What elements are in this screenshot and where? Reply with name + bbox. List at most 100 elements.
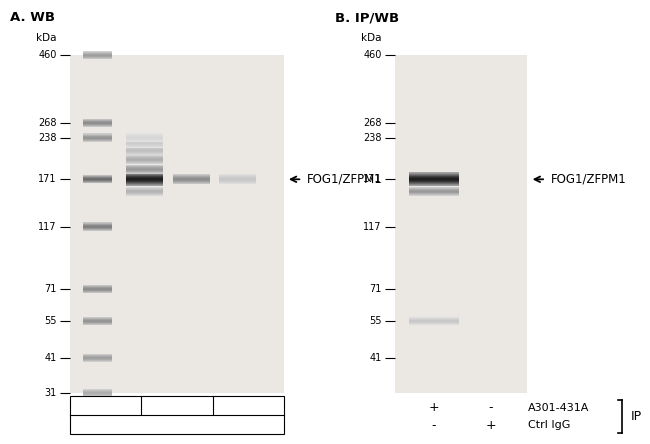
Bar: [173, 180, 211, 181]
Bar: [409, 178, 459, 179]
Bar: [83, 324, 112, 325]
Bar: [126, 156, 163, 157]
Bar: [126, 183, 163, 184]
Bar: [126, 140, 163, 141]
Text: A. WB: A. WB: [10, 11, 55, 24]
Bar: [126, 134, 163, 135]
Bar: [126, 188, 163, 189]
Bar: [83, 52, 112, 53]
Bar: [83, 360, 112, 361]
Bar: [173, 183, 211, 184]
Bar: [126, 156, 163, 157]
Bar: [83, 140, 112, 141]
Bar: [83, 317, 112, 318]
Bar: [83, 321, 112, 322]
Bar: [409, 323, 459, 324]
Bar: [83, 357, 112, 358]
Bar: [70, 396, 285, 434]
Bar: [126, 147, 163, 148]
Bar: [126, 173, 163, 174]
Bar: [409, 321, 459, 322]
Bar: [126, 184, 163, 185]
Bar: [409, 324, 459, 325]
Bar: [218, 176, 256, 177]
Bar: [83, 390, 112, 391]
Bar: [83, 394, 112, 395]
Bar: [83, 53, 112, 54]
Bar: [126, 148, 163, 149]
Text: 31: 31: [45, 388, 57, 398]
Bar: [409, 184, 459, 185]
Bar: [83, 138, 112, 139]
Bar: [126, 175, 163, 176]
Bar: [126, 155, 163, 156]
Bar: [83, 136, 112, 137]
Bar: [409, 172, 459, 173]
Bar: [409, 175, 459, 176]
Bar: [83, 138, 112, 139]
Text: FOG1/ZFPM1: FOG1/ZFPM1: [307, 173, 383, 186]
Bar: [83, 178, 112, 179]
Bar: [126, 182, 163, 183]
Bar: [83, 324, 112, 325]
Bar: [126, 191, 163, 192]
Bar: [83, 358, 112, 359]
Bar: [126, 172, 163, 173]
Bar: [83, 52, 112, 53]
Bar: [83, 227, 112, 228]
Bar: [83, 180, 112, 181]
Text: +: +: [428, 401, 439, 414]
Bar: [409, 185, 459, 186]
Bar: [409, 184, 459, 185]
Bar: [83, 322, 112, 323]
Bar: [83, 180, 112, 181]
Bar: [126, 158, 163, 159]
Bar: [409, 189, 459, 190]
Bar: [126, 176, 163, 177]
Bar: [126, 191, 163, 192]
Bar: [83, 52, 112, 53]
Bar: [126, 182, 163, 183]
Bar: [83, 53, 112, 54]
Bar: [83, 57, 112, 58]
Bar: [173, 183, 211, 184]
Bar: [83, 123, 112, 124]
Bar: [126, 141, 163, 142]
Text: 117: 117: [363, 222, 382, 232]
Bar: [83, 141, 112, 142]
Bar: [409, 181, 459, 182]
Bar: [83, 140, 112, 141]
Bar: [126, 168, 163, 169]
Bar: [83, 396, 112, 397]
Bar: [83, 286, 112, 287]
Bar: [126, 134, 163, 135]
Bar: [218, 175, 256, 176]
Text: -: -: [432, 419, 436, 432]
Bar: [83, 123, 112, 124]
Bar: [83, 291, 112, 292]
Bar: [83, 389, 112, 390]
Bar: [218, 175, 256, 176]
Bar: [126, 167, 163, 168]
Bar: [218, 182, 256, 183]
Bar: [83, 229, 112, 230]
Bar: [83, 355, 112, 356]
Bar: [83, 136, 112, 137]
Bar: [409, 191, 459, 192]
Bar: [409, 319, 459, 320]
Bar: [83, 137, 112, 138]
Bar: [409, 180, 459, 181]
Bar: [126, 187, 163, 188]
Bar: [218, 180, 256, 181]
Bar: [409, 187, 459, 188]
Bar: [126, 177, 163, 178]
Bar: [409, 183, 459, 184]
Bar: [83, 320, 112, 321]
Bar: [409, 194, 459, 195]
Bar: [126, 141, 163, 142]
Text: 268: 268: [363, 118, 382, 128]
Bar: [409, 182, 459, 183]
Bar: [83, 58, 112, 59]
Bar: [126, 172, 163, 173]
Bar: [173, 179, 211, 180]
